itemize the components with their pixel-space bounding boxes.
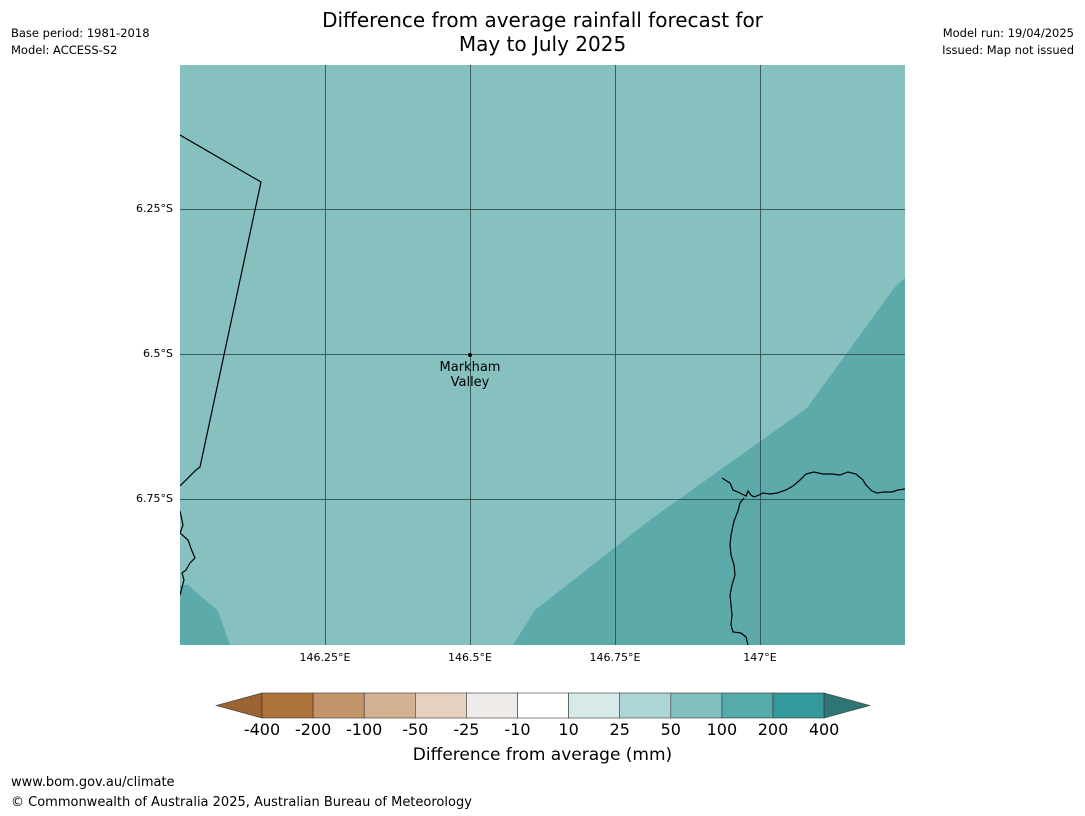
- map-title: Difference from average rainfall forecas…: [0, 8, 1085, 56]
- colorbar-tick: 400: [808, 720, 840, 739]
- colorbar: [215, 692, 871, 719]
- colorbar-segments: [215, 692, 871, 719]
- colorbar-segment: [619, 692, 672, 719]
- colorbar-extend-low: [215, 692, 263, 719]
- lon-label-146.25: 146.25°E: [299, 651, 351, 664]
- colorbar-tick: -200: [294, 720, 332, 739]
- colorbar-tick: -10: [504, 720, 531, 739]
- colorbar-tick: -400: [243, 720, 281, 739]
- place-label-line1: Markham: [439, 360, 501, 375]
- colorbar-tick: -25: [453, 720, 480, 739]
- boundaries: [180, 134, 905, 645]
- lat-label-6.75: 6.75°S: [136, 492, 173, 505]
- footer-copyright: © Commonwealth of Australia 2025, Austra…: [11, 795, 472, 810]
- place-label: Markham Valley: [400, 360, 540, 390]
- lon-label-146.75: 146.75°E: [589, 651, 641, 664]
- wetter-region-sw: [180, 585, 230, 645]
- wetter-region: [513, 278, 905, 645]
- colorbar-tick: 25: [609, 720, 630, 739]
- model-run-text: Model run: 19/04/2025: [942, 26, 1074, 40]
- map-title-line2: May to July 2025: [458, 32, 627, 56]
- colorbar-tick: 50: [660, 720, 681, 739]
- colorbar-segment: [466, 692, 518, 719]
- coastline-east: [721, 471, 905, 498]
- colorbar-tick: 10: [558, 720, 579, 739]
- river-markham: [729, 497, 749, 645]
- footer-url: www.bom.gov.au/climate: [11, 775, 175, 790]
- coastline-west: [180, 510, 196, 596]
- lat-label-6.5: 6.5°S: [143, 347, 173, 360]
- model-text: Model: ACCESS-S2: [11, 43, 118, 57]
- issued-text: Issued: Map not issued: [942, 43, 1074, 57]
- graticule: [180, 65, 905, 645]
- meta-left: Base period: 1981-2018 Model: ACCESS-S2: [11, 25, 150, 59]
- markham-valley-marker: [468, 353, 472, 357]
- base-period-text: Base period: 1981-2018: [11, 26, 150, 40]
- meta-right: Model run: 19/04/2025 Issued: Map not is…: [942, 25, 1074, 59]
- colorbar-tick: -50: [402, 720, 429, 739]
- lon-label-147: 147°E: [743, 651, 777, 664]
- colorbar-tick: 200: [757, 720, 789, 739]
- colorbar-segment: [363, 692, 416, 719]
- colorbar-segment: [670, 692, 723, 719]
- colorbar-segment: [721, 692, 774, 719]
- map-title-line1: Difference from average rainfall forecas…: [322, 8, 763, 32]
- place-label-line2: Valley: [450, 375, 490, 390]
- colorbar-tick: -100: [346, 720, 383, 739]
- colorbar-label: Difference from average (mm): [412, 745, 673, 765]
- colorbar-segment: [772, 692, 825, 719]
- colorbar-extend-high: [823, 692, 871, 719]
- colorbar-segment: [568, 692, 621, 719]
- colorbar-segment: [415, 692, 467, 719]
- colorbar-segment: [261, 692, 314, 719]
- lat-label-6.25: 6.25°S: [136, 202, 173, 215]
- colorbar-tick: 100: [706, 720, 738, 739]
- colorbar-segment: [312, 692, 365, 719]
- colorbar-segment: [517, 692, 569, 719]
- rainfall-map: [180, 65, 905, 645]
- province-border: [180, 134, 262, 487]
- lon-label-146.5: 146.5°E: [448, 651, 492, 664]
